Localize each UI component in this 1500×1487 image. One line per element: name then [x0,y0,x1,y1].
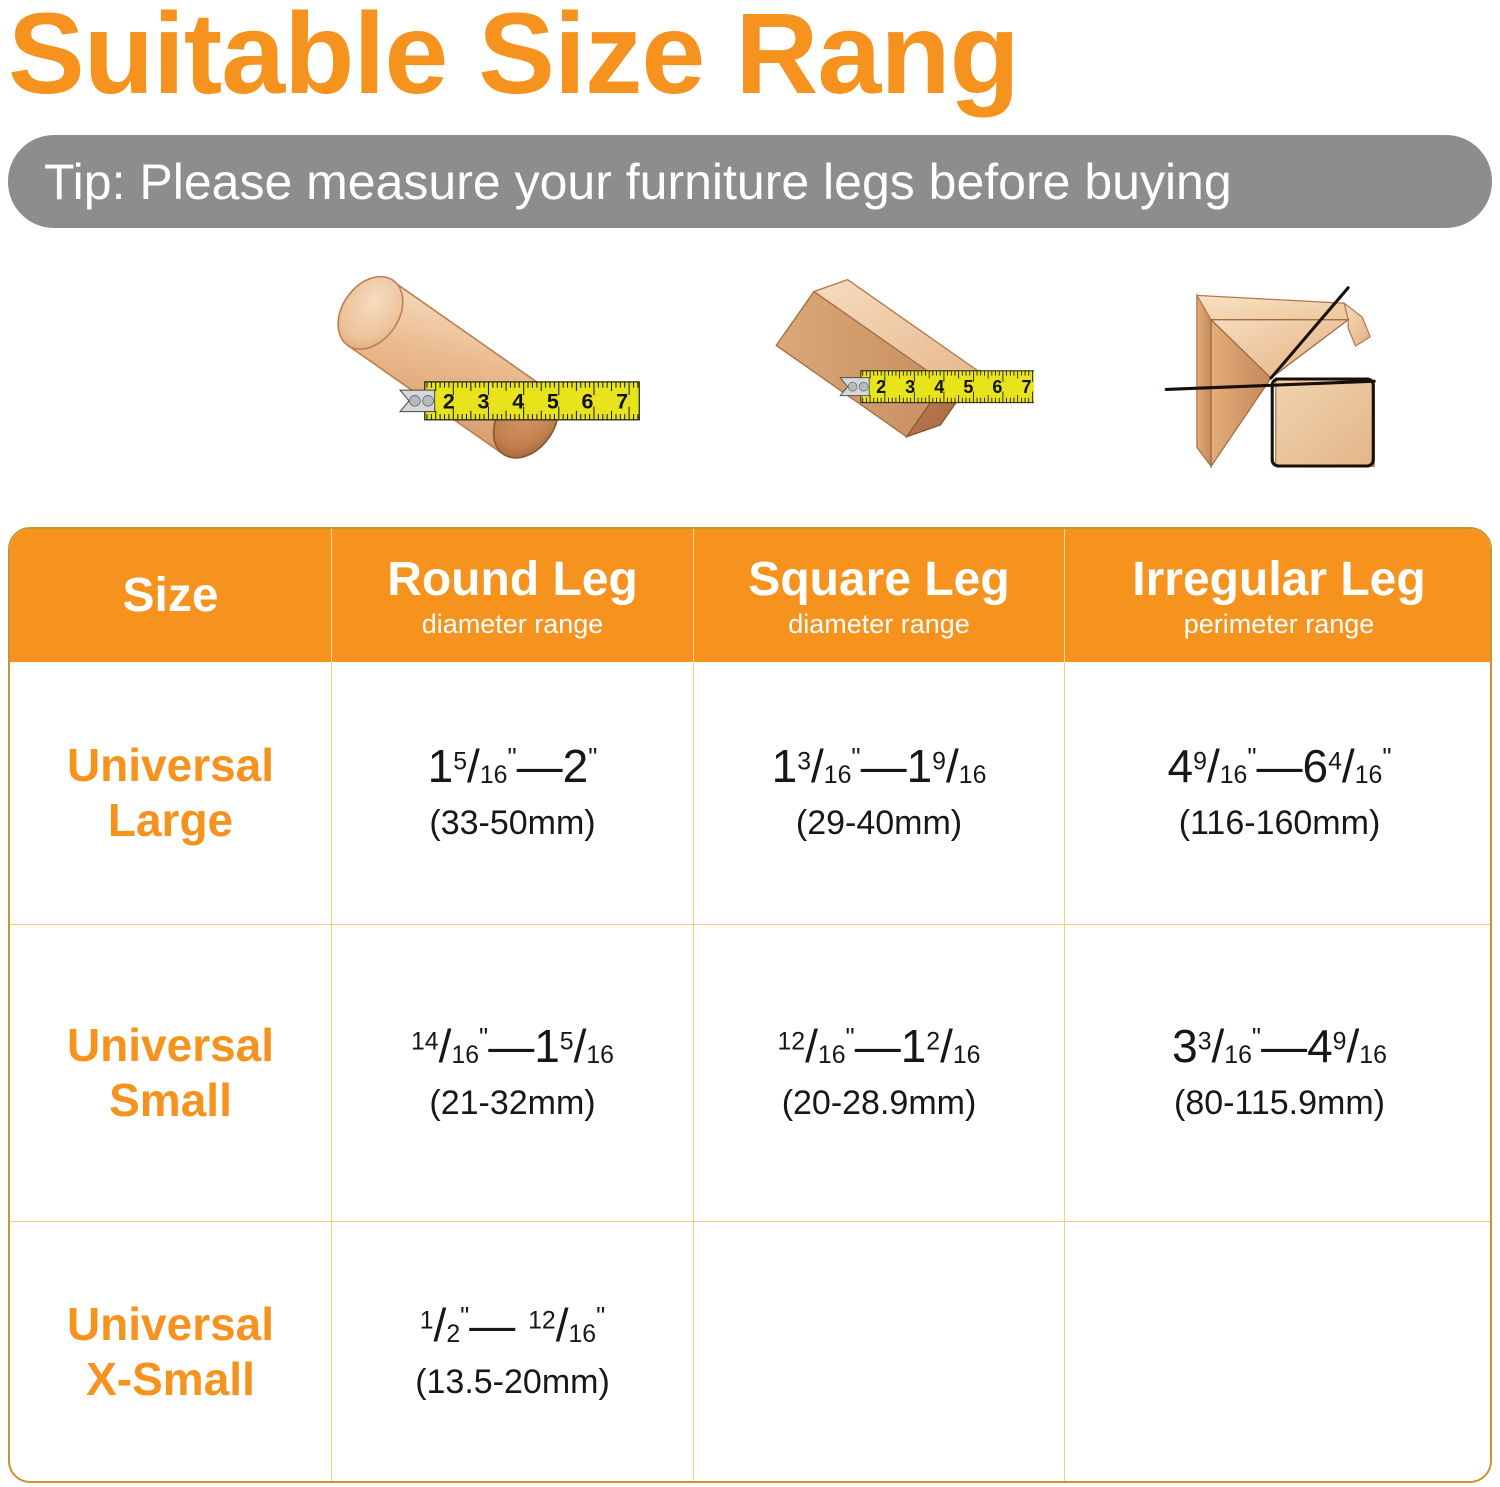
svg-text:4: 4 [934,377,944,397]
svg-text:5: 5 [547,389,559,413]
svg-text:3: 3 [905,377,915,397]
svg-text:4: 4 [512,389,524,413]
svg-text:6: 6 [582,389,594,413]
svg-text:2: 2 [443,389,455,413]
svg-text:3: 3 [478,389,490,413]
svg-text:6: 6 [992,377,1002,397]
svg-text:2: 2 [876,377,886,397]
svg-text:5: 5 [963,377,973,397]
svg-text:7: 7 [616,389,628,413]
svg-text:7: 7 [1022,377,1032,397]
